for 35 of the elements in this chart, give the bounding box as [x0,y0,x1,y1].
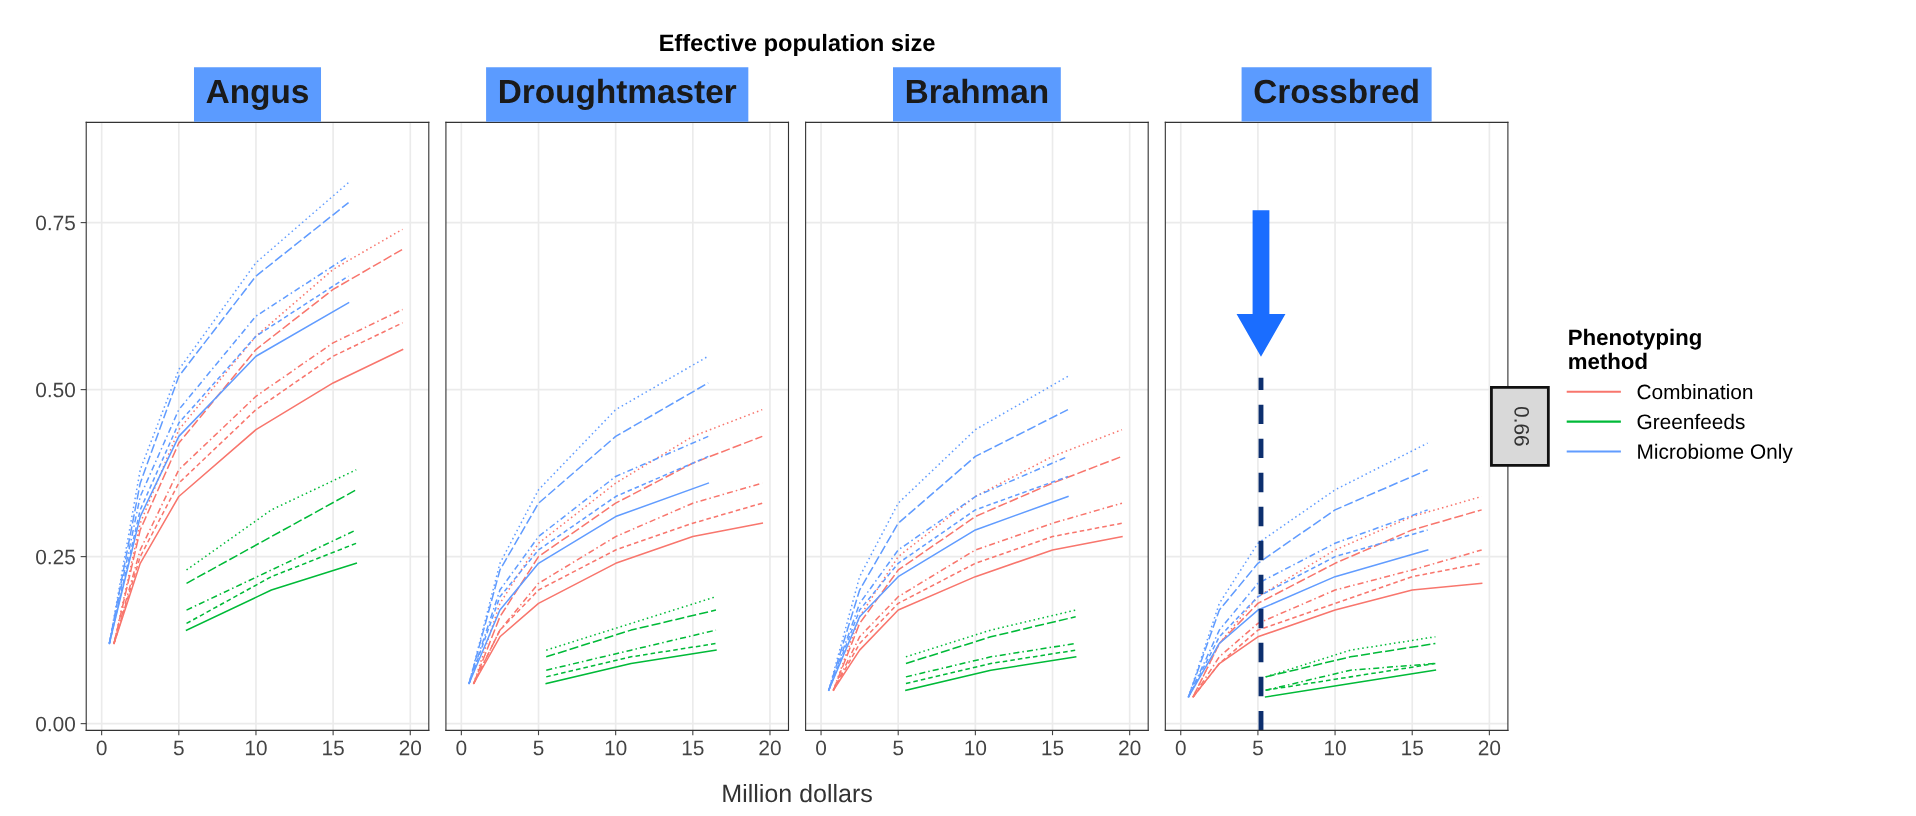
legend-title: Phenotyping method [1569,328,1701,370]
legend-label: Combination [1637,384,1753,400]
text: Effective population size [660,33,935,56]
x-tick-label: 15 [682,740,704,756]
chart-title: Brahman [906,78,1048,104]
x-tick-label: 5 [173,740,184,756]
y-tick-label: 0.00 [36,716,75,732]
x-tick-label: 0 [816,740,827,756]
chart-title: Crossbred [1254,78,1418,104]
chart-title: Angus [206,80,308,111]
chart-title: Droughtmaster [499,78,737,111]
x-tick-label: 10 [245,740,267,756]
x-tick-label: 20 [399,740,422,756]
x-tick-label: 0 [1175,740,1186,756]
x-tick-label: 15 [323,740,344,756]
x-tick-label: 20 [759,740,781,756]
x-tick-label: 20 [1478,740,1501,756]
x-tick-label: 10 [605,740,627,756]
x-tick-label: 15 [1042,740,1064,756]
x-tick-label: 5 [893,740,904,756]
x-tick-label: 10 [1325,740,1346,756]
x-tick-label: 0 [456,740,467,756]
text: 0.66 [1514,406,1530,446]
x-tick-label: 20 [1119,740,1141,756]
x-tick-label: 0 [96,740,107,756]
y-tick-label: 0.75 [36,215,75,231]
legend-label: Microbiome Only [1638,443,1793,464]
x-tick-label: 15 [1402,740,1423,756]
y-tick-label: 0.50 [36,382,75,398]
x-tick-label: 5 [533,740,544,756]
text: Million dollars [723,783,872,803]
legend-label: Greenfeeds [1637,413,1745,430]
y-tick-label: 0.25 [36,549,75,565]
x-tick-label: 10 [965,740,987,756]
x-tick-label: 5 [1252,740,1263,756]
